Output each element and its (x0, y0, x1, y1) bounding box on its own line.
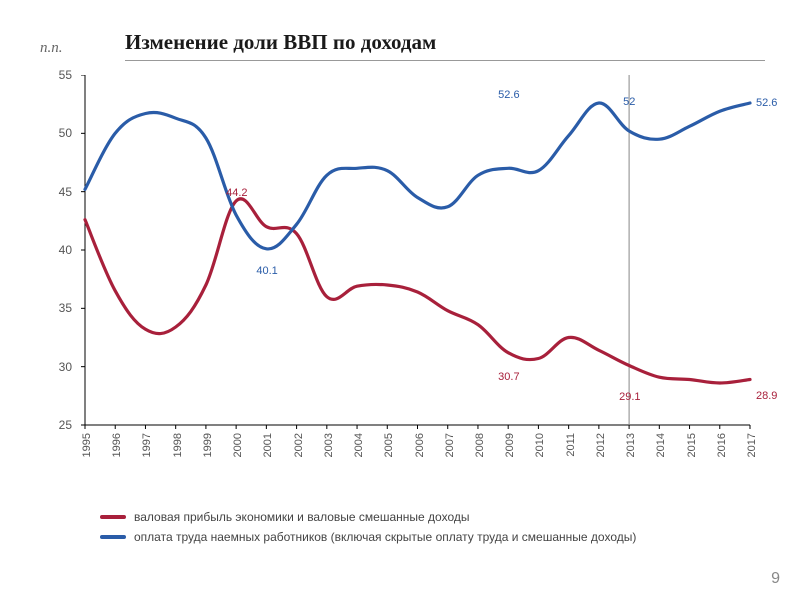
x-tick-label: 2012 (595, 433, 607, 457)
x-tick-label: 1995 (81, 433, 93, 457)
legend-label: валовая прибыль экономики и валовые смеш… (134, 510, 469, 524)
chart-svg (40, 75, 760, 475)
x-tick-label: 2004 (353, 433, 365, 457)
data-label: 30.7 (498, 371, 519, 383)
data-label: 52 (623, 96, 635, 108)
line-chart: 2530354045505519951996199719981999200020… (40, 75, 760, 475)
y-tick-label: 55 (59, 68, 72, 82)
x-tick-label: 2010 (534, 433, 546, 457)
x-tick-label: 2005 (383, 433, 395, 457)
x-tick-label: 2017 (746, 433, 758, 457)
y-axis-unit: п.п. (40, 40, 63, 57)
y-tick-label: 50 (59, 126, 72, 140)
x-tick-label: 2007 (444, 433, 456, 457)
x-tick-label: 1999 (202, 433, 214, 457)
data-label: 44.2 (226, 187, 247, 199)
legend-swatch (100, 535, 126, 539)
y-tick-label: 40 (59, 243, 72, 257)
x-tick-label: 2011 (565, 433, 577, 457)
legend-item-labor_compensation: оплата труда наемных работников (включая… (100, 530, 636, 544)
legend-label: оплата труда наемных работников (включая… (134, 530, 636, 544)
x-tick-label: 2006 (414, 433, 426, 457)
data-label: 28.9 (756, 390, 777, 402)
data-label: 40.1 (256, 265, 277, 277)
page-number: 9 (771, 570, 780, 588)
x-tick-label: 2014 (655, 433, 667, 457)
y-tick-label: 30 (59, 360, 72, 374)
title-underline (125, 60, 765, 61)
x-tick-label: 2009 (504, 433, 516, 457)
x-tick-label: 2001 (262, 433, 274, 457)
x-tick-label: 1996 (111, 433, 123, 457)
legend: валовая прибыль экономики и валовые смеш… (100, 510, 636, 550)
x-tick-label: 1998 (172, 433, 184, 457)
x-tick-label: 2016 (716, 433, 728, 457)
data-label: 52.6 (498, 89, 519, 101)
x-tick-label: 2008 (474, 433, 486, 457)
y-tick-label: 35 (59, 301, 72, 315)
series-labor_compensation (85, 103, 750, 249)
series-gross_profit (85, 199, 750, 383)
x-tick-label: 2015 (686, 433, 698, 457)
y-tick-label: 25 (59, 418, 72, 432)
y-tick-label: 45 (59, 185, 72, 199)
x-tick-label: 2002 (293, 433, 305, 457)
x-tick-label: 1997 (141, 433, 153, 457)
data-label: 29.1 (619, 391, 640, 403)
data-label: 52.6 (756, 97, 777, 109)
legend-swatch (100, 515, 126, 519)
x-tick-label: 2000 (232, 433, 244, 457)
x-tick-label: 2013 (625, 433, 637, 457)
x-tick-label: 2003 (323, 433, 335, 457)
legend-item-gross_profit: валовая прибыль экономики и валовые смеш… (100, 510, 636, 524)
chart-title: Изменение доли ВВП по доходам (125, 30, 436, 55)
